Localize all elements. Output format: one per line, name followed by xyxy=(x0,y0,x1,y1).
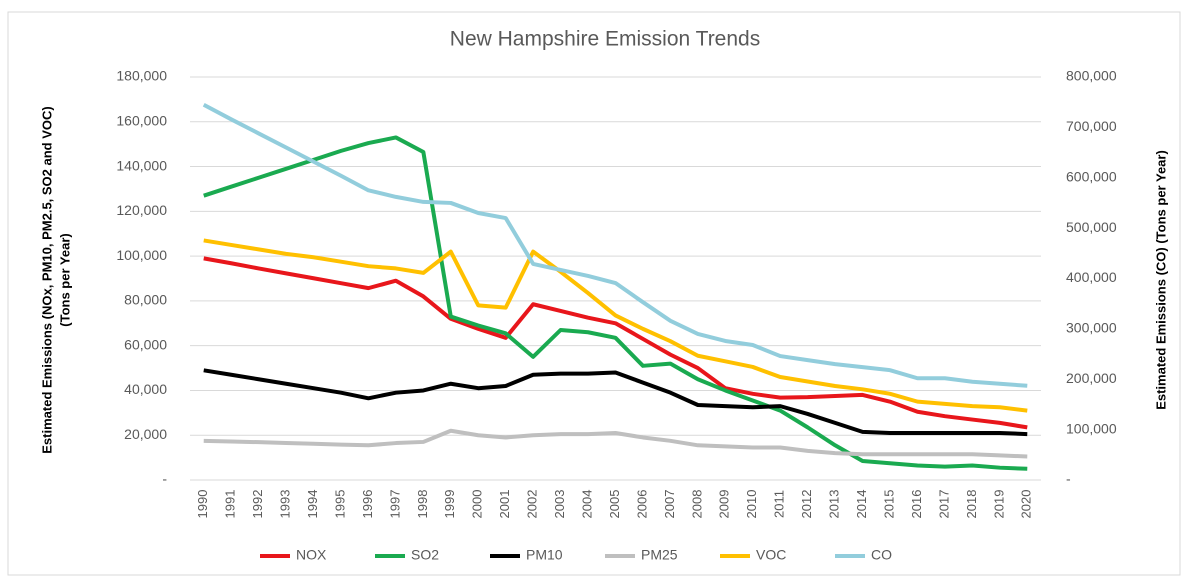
legend-label: PM10 xyxy=(526,547,563,563)
x-tick-label: 1995 xyxy=(332,490,347,519)
y-tick-label: - xyxy=(162,471,167,487)
x-tick-label: 2017 xyxy=(936,490,951,519)
y2-tick-label: 700,000 xyxy=(1066,118,1117,134)
x-tick-label: 2001 xyxy=(497,490,512,519)
series-line xyxy=(203,135,1028,471)
x-tick-label: 2018 xyxy=(964,490,979,519)
x-tick-label: 1992 xyxy=(250,490,265,519)
x-tick-label: 2019 xyxy=(991,490,1006,519)
series-line xyxy=(202,102,1028,388)
x-tick-label: 2013 xyxy=(827,490,842,519)
y-tick-label: 40,000 xyxy=(124,381,167,397)
x-tick-label: 2003 xyxy=(552,490,567,519)
x-tick-label: 2005 xyxy=(607,490,622,519)
y-tick-label: 180,000 xyxy=(116,68,167,84)
y-tick-label: 80,000 xyxy=(124,292,167,308)
x-tick-label: 1998 xyxy=(415,490,430,519)
y-tick-label: 140,000 xyxy=(116,157,167,173)
legend-label: PM25 xyxy=(641,547,678,563)
x-tick-label: 2015 xyxy=(881,490,896,519)
y-axis-title: (Tons per Year) xyxy=(57,233,72,326)
x-tick-label: 2009 xyxy=(717,490,732,519)
x-tick-label: 2004 xyxy=(579,490,594,519)
x-tick-label: 2011 xyxy=(772,490,787,518)
x-tick-label: 1991 xyxy=(223,490,238,519)
y-tick-label: 120,000 xyxy=(116,202,167,218)
x-tick-label: 1994 xyxy=(305,490,320,519)
y2-tick-label: 200,000 xyxy=(1066,370,1117,386)
legend-label: SO2 xyxy=(411,547,439,563)
x-tick-label: 1997 xyxy=(387,490,402,519)
y2-axis-title: Estimated Emissions (CO) (Tons per Year) xyxy=(1153,150,1168,410)
x-tick-label: 2020 xyxy=(1019,490,1034,519)
y2-tick-label: 600,000 xyxy=(1066,168,1117,184)
series-line xyxy=(203,238,1028,413)
y2-tick-label: 100,000 xyxy=(1066,420,1117,436)
y2-tick-label: 800,000 xyxy=(1066,68,1117,84)
legend-label: CO xyxy=(871,547,892,563)
y-tick-label: 160,000 xyxy=(116,112,167,128)
y2-tick-label: 300,000 xyxy=(1066,320,1117,336)
x-tick-label: 1999 xyxy=(442,490,457,519)
y-axis-title: Estimated Emissions (NOx, PM10, PM2.5, S… xyxy=(39,106,54,454)
x-tick-label: 2016 xyxy=(909,490,924,519)
series-line xyxy=(203,256,1028,430)
legend-label: NOX xyxy=(296,547,327,563)
x-tick-label: 2012 xyxy=(799,490,814,519)
x-tick-label: 2002 xyxy=(525,490,540,519)
y-tick-label: 100,000 xyxy=(116,247,167,263)
legend-label: VOC xyxy=(756,547,786,563)
x-tick-label: 2010 xyxy=(744,490,759,519)
x-tick-label: 2000 xyxy=(470,490,485,519)
y2-tick-label: 500,000 xyxy=(1066,219,1117,235)
x-tick-label: 1990 xyxy=(195,490,210,519)
x-tick-label: 2006 xyxy=(634,490,649,519)
y2-tick-label: - xyxy=(1066,471,1071,487)
x-tick-label: 2008 xyxy=(689,490,704,519)
series-line xyxy=(203,368,1028,437)
series-line xyxy=(203,428,1028,459)
chart-title: New Hampshire Emission Trends xyxy=(450,28,760,51)
x-tick-label: 2014 xyxy=(854,490,869,519)
y-tick-label: 60,000 xyxy=(124,336,167,352)
x-tick-label: 1993 xyxy=(278,490,293,519)
x-tick-label: 2007 xyxy=(662,490,677,519)
x-tick-label: 1996 xyxy=(360,490,375,519)
y2-tick-label: 400,000 xyxy=(1066,269,1117,285)
y-tick-label: 20,000 xyxy=(124,426,167,442)
